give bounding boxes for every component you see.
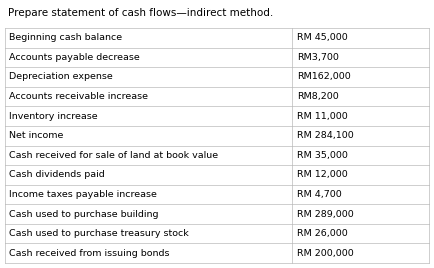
Text: RM 35,000: RM 35,000 [297,151,348,160]
Text: Accounts payable decrease: Accounts payable decrease [9,53,140,62]
Bar [5,28,429,48]
Text: Prepare statement of cash flows—indirect method.: Prepare statement of cash flows—indirect… [8,8,273,18]
Text: Cash used to purchase treasury stock: Cash used to purchase treasury stock [9,229,189,238]
Bar [5,204,429,224]
Bar [5,243,429,263]
Text: RM3,700: RM3,700 [297,53,339,62]
Text: Inventory increase: Inventory increase [9,112,98,121]
Text: Net income: Net income [9,131,63,140]
Bar [5,224,429,243]
Text: RM 11,000: RM 11,000 [297,112,348,121]
Bar [5,165,429,185]
Text: Income taxes payable increase: Income taxes payable increase [9,190,157,199]
Text: RM 4,700: RM 4,700 [297,190,342,199]
Bar [5,106,429,126]
Text: RM 289,000: RM 289,000 [297,210,354,218]
Bar [5,185,429,204]
Text: Cash dividends paid: Cash dividends paid [9,170,105,179]
Text: RM 284,100: RM 284,100 [297,131,354,140]
Text: Cash received for sale of land at book value: Cash received for sale of land at book v… [9,151,218,160]
Text: RM 12,000: RM 12,000 [297,170,348,179]
Text: Cash received from issuing bonds: Cash received from issuing bonds [9,249,170,258]
Text: RM 45,000: RM 45,000 [297,33,348,42]
Bar [5,126,429,146]
Text: Depreciation expense: Depreciation expense [9,72,113,81]
Bar [5,48,429,67]
Text: RM 200,000: RM 200,000 [297,249,354,258]
Bar [5,146,429,165]
Text: RM162,000: RM162,000 [297,72,351,81]
Bar [5,87,429,106]
Bar [5,67,429,87]
Text: Beginning cash balance: Beginning cash balance [9,33,122,42]
Text: RM 26,000: RM 26,000 [297,229,348,238]
Text: Cash used to purchase building: Cash used to purchase building [9,210,158,218]
Text: Accounts receivable increase: Accounts receivable increase [9,92,148,101]
Text: RM8,200: RM8,200 [297,92,339,101]
